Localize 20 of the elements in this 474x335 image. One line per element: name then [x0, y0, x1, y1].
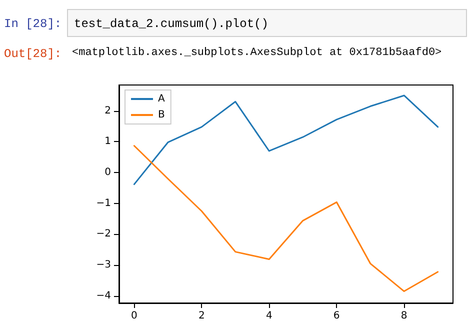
y-tick-label: −3	[96, 260, 111, 271]
x-tick-label: 2	[198, 310, 205, 322]
y-tick-label: 2	[104, 105, 111, 116]
legend-label: B	[158, 110, 165, 120]
x-tick-label: 8	[400, 310, 408, 322]
text: <matplotlib.axes._subplots.AxesSubplot at 0x1781b5aafd0>	[72, 47, 442, 59]
line-series	[133, 94, 439, 186]
y-tick-label: −2	[96, 228, 111, 240]
text: test_data_2.cumsum().plot()	[74, 17, 268, 31]
y-tick-label: 0	[104, 167, 111, 178]
line-series	[133, 144, 439, 292]
y-tick-label: 1	[104, 136, 111, 148]
y-tick-label: −4	[96, 290, 111, 302]
legend-label: A	[158, 94, 165, 104]
x-tick-label: 6	[333, 310, 340, 322]
text: In [28]:	[4, 17, 62, 31]
text: Out[28]:	[4, 47, 62, 61]
x-tick-label: 4	[266, 310, 272, 322]
y-tick-label: −1	[96, 198, 111, 209]
x-tick-label: 0	[130, 310, 138, 322]
